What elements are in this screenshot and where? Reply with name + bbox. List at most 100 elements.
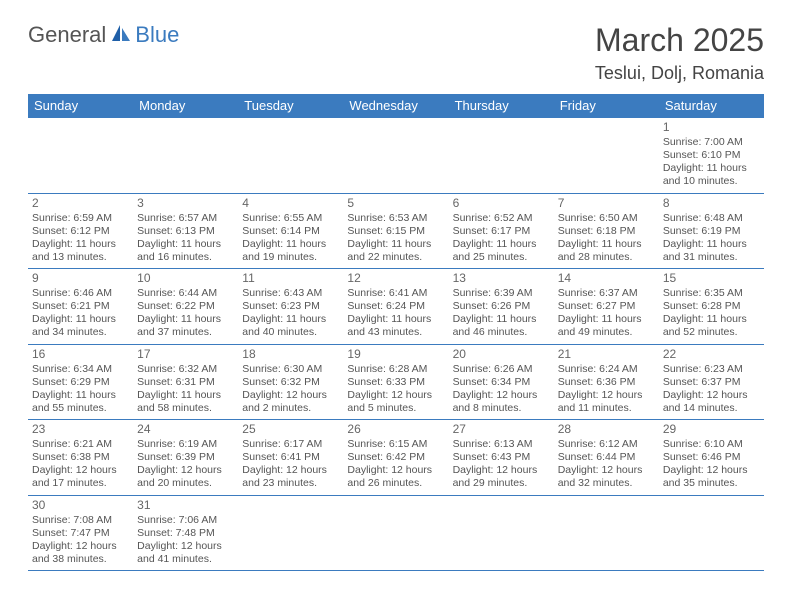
sunrise-line: Sunrise: 6:17 AM [242, 438, 339, 451]
calendar-cell: 5Sunrise: 6:53 AMSunset: 6:15 PMDaylight… [343, 193, 448, 269]
calendar-cell [343, 118, 448, 194]
calendar-header-row: SundayMondayTuesdayWednesdayThursdayFrid… [28, 94, 764, 118]
daylight-line-1: Daylight: 12 hours [347, 464, 444, 477]
daylight-line-1: Daylight: 11 hours [663, 313, 760, 326]
sunrise-line: Sunrise: 6:59 AM [32, 212, 129, 225]
sunrise-line: Sunrise: 6:13 AM [453, 438, 550, 451]
daylight-line-2: and 46 minutes. [453, 326, 550, 339]
day-number: 30 [32, 498, 129, 513]
sunrise-line: Sunrise: 6:50 AM [558, 212, 655, 225]
calendar-cell: 4Sunrise: 6:55 AMSunset: 6:14 PMDaylight… [238, 193, 343, 269]
daylight-line-2: and 22 minutes. [347, 251, 444, 264]
logo-text-general: General [28, 22, 106, 48]
sunrise-line: Sunrise: 6:43 AM [242, 287, 339, 300]
calendar-cell [28, 118, 133, 194]
sunset-line: Sunset: 6:33 PM [347, 376, 444, 389]
calendar-cell: 10Sunrise: 6:44 AMSunset: 6:22 PMDayligh… [133, 269, 238, 345]
daylight-line-2: and 23 minutes. [242, 477, 339, 490]
sunset-line: Sunset: 6:38 PM [32, 451, 129, 464]
logo: General Blue [28, 22, 179, 48]
day-number: 26 [347, 422, 444, 437]
sunrise-line: Sunrise: 6:34 AM [32, 363, 129, 376]
sunset-line: Sunset: 6:15 PM [347, 225, 444, 238]
day-header: Sunday [28, 94, 133, 118]
daylight-line-1: Daylight: 11 hours [137, 238, 234, 251]
sunrise-line: Sunrise: 6:48 AM [663, 212, 760, 225]
daylight-line-2: and 25 minutes. [453, 251, 550, 264]
daylight-line-1: Daylight: 11 hours [663, 162, 760, 175]
daylight-line-2: and 26 minutes. [347, 477, 444, 490]
sunrise-line: Sunrise: 6:28 AM [347, 363, 444, 376]
day-number: 7 [558, 196, 655, 211]
sunset-line: Sunset: 6:46 PM [663, 451, 760, 464]
daylight-line-1: Daylight: 11 hours [453, 238, 550, 251]
day-number: 28 [558, 422, 655, 437]
calendar-cell: 2Sunrise: 6:59 AMSunset: 6:12 PMDaylight… [28, 193, 133, 269]
day-number: 1 [663, 120, 760, 135]
daylight-line-2: and 58 minutes. [137, 402, 234, 415]
sunrise-line: Sunrise: 7:08 AM [32, 514, 129, 527]
sunset-line: Sunset: 6:24 PM [347, 300, 444, 313]
sunrise-line: Sunrise: 6:44 AM [137, 287, 234, 300]
calendar-cell: 31Sunrise: 7:06 AMSunset: 7:48 PMDayligh… [133, 495, 238, 571]
daylight-line-2: and 13 minutes. [32, 251, 129, 264]
daylight-line-1: Daylight: 12 hours [32, 464, 129, 477]
calendar-cell [133, 118, 238, 194]
day-number: 31 [137, 498, 234, 513]
daylight-line-2: and 49 minutes. [558, 326, 655, 339]
sunset-line: Sunset: 6:44 PM [558, 451, 655, 464]
day-header: Wednesday [343, 94, 448, 118]
daylight-line-1: Daylight: 12 hours [137, 464, 234, 477]
sail-icon [110, 23, 132, 48]
day-number: 24 [137, 422, 234, 437]
calendar-row: 9Sunrise: 6:46 AMSunset: 6:21 PMDaylight… [28, 269, 764, 345]
daylight-line-2: and 37 minutes. [137, 326, 234, 339]
daylight-line-1: Daylight: 12 hours [558, 464, 655, 477]
calendar-cell: 11Sunrise: 6:43 AMSunset: 6:23 PMDayligh… [238, 269, 343, 345]
sunrise-line: Sunrise: 6:55 AM [242, 212, 339, 225]
sunset-line: Sunset: 6:10 PM [663, 149, 760, 162]
daylight-line-1: Daylight: 11 hours [347, 313, 444, 326]
calendar-cell: 3Sunrise: 6:57 AMSunset: 6:13 PMDaylight… [133, 193, 238, 269]
day-number: 27 [453, 422, 550, 437]
day-number: 21 [558, 347, 655, 362]
day-header: Saturday [659, 94, 764, 118]
calendar-cell: 20Sunrise: 6:26 AMSunset: 6:34 PMDayligh… [449, 344, 554, 420]
sunset-line: Sunset: 6:19 PM [663, 225, 760, 238]
day-number: 5 [347, 196, 444, 211]
daylight-line-2: and 34 minutes. [32, 326, 129, 339]
daylight-line-2: and 38 minutes. [32, 553, 129, 566]
sunrise-line: Sunrise: 6:21 AM [32, 438, 129, 451]
day-number: 16 [32, 347, 129, 362]
day-number: 6 [453, 196, 550, 211]
daylight-line-2: and 32 minutes. [558, 477, 655, 490]
calendar-cell: 12Sunrise: 6:41 AMSunset: 6:24 PMDayligh… [343, 269, 448, 345]
calendar-cell: 23Sunrise: 6:21 AMSunset: 6:38 PMDayligh… [28, 420, 133, 496]
calendar-cell [554, 118, 659, 194]
calendar-cell: 8Sunrise: 6:48 AMSunset: 6:19 PMDaylight… [659, 193, 764, 269]
calendar-body: 1Sunrise: 7:00 AMSunset: 6:10 PMDaylight… [28, 118, 764, 571]
daylight-line-1: Daylight: 12 hours [242, 389, 339, 402]
sunrise-line: Sunrise: 6:10 AM [663, 438, 760, 451]
daylight-line-1: Daylight: 12 hours [663, 464, 760, 477]
sunrise-line: Sunrise: 6:26 AM [453, 363, 550, 376]
calendar-cell [238, 118, 343, 194]
title-block: March 2025 Teslui, Dolj, Romania [595, 22, 764, 84]
daylight-line-1: Daylight: 12 hours [453, 464, 550, 477]
daylight-line-1: Daylight: 11 hours [137, 389, 234, 402]
daylight-line-1: Daylight: 12 hours [242, 464, 339, 477]
calendar-cell: 18Sunrise: 6:30 AMSunset: 6:32 PMDayligh… [238, 344, 343, 420]
calendar-cell: 27Sunrise: 6:13 AMSunset: 6:43 PMDayligh… [449, 420, 554, 496]
day-header: Friday [554, 94, 659, 118]
sunrise-line: Sunrise: 6:46 AM [32, 287, 129, 300]
day-number: 23 [32, 422, 129, 437]
calendar-cell: 16Sunrise: 6:34 AMSunset: 6:29 PMDayligh… [28, 344, 133, 420]
day-number: 14 [558, 271, 655, 286]
daylight-line-1: Daylight: 11 hours [32, 389, 129, 402]
calendar-cell [238, 495, 343, 571]
calendar-cell: 9Sunrise: 6:46 AMSunset: 6:21 PMDaylight… [28, 269, 133, 345]
sunset-line: Sunset: 6:18 PM [558, 225, 655, 238]
daylight-line-2: and 11 minutes. [558, 402, 655, 415]
calendar-cell: 29Sunrise: 6:10 AMSunset: 6:46 PMDayligh… [659, 420, 764, 496]
calendar-cell: 13Sunrise: 6:39 AMSunset: 6:26 PMDayligh… [449, 269, 554, 345]
